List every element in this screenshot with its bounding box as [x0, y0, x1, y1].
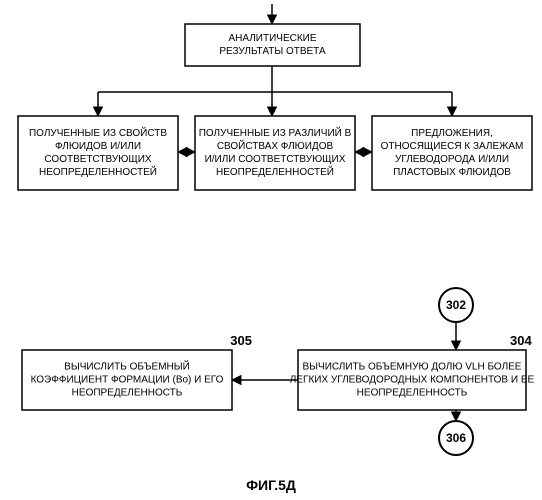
node-box_304-line-0: ВЫЧИСЛИТЬ ОБЪЕМНУЮ ДОЛЮ VLH БОЛЕЕ: [303, 362, 522, 373]
node-box_305-line-0: ВЫЧИСЛИТЬ ОБЪЕМНЫЙ: [64, 360, 190, 373]
flowchart: АНАЛИТИЧЕСКИЕ РЕЗУЛЬТАТЫ ОТВЕТА ПОЛУЧЕННЫЕ…: [0, 0, 542, 500]
node-right_branch-line-3: ПЛАСТОВЫХ ФЛЮИДОВ: [393, 167, 511, 178]
node-top: АНАЛИТИЧЕСКИЕ РЕЗУЛЬТАТЫ ОТВЕТА: [185, 24, 360, 66]
node-mid_branch-line-1: СВОЙСТВАХ ФЛЮИДОВ: [217, 139, 334, 152]
figure-caption: ФИГ.5Д: [246, 477, 296, 493]
node-circle_306: 306: [439, 421, 473, 455]
node-top-line-0: АНАЛИТИЧЕСКИЕ: [228, 33, 316, 44]
node-mid_branch-line-3: НЕОПРЕДЕЛЕННОСТЕЙ: [216, 165, 334, 178]
node-right_branch-line-2: УГЛЕВОДОРОДА И/ИЛИ: [395, 154, 509, 165]
node-right_branch-line-1: ОТНОСЯЩИЕСЯ К ЗАЛЕЖАМ: [381, 141, 524, 152]
node-left_branch-line-2: СООТВЕТСТВУЮЩИХ: [44, 154, 151, 165]
node-right_branch: ПРЕДЛОЖЕНИЯ, ОТНОСЯЩИЕСЯ К ЗАЛЕЖАМ УГЛЕВОД…: [372, 116, 532, 190]
node-mid_branch-line-2: И/ИЛИ СООТВЕТСТВУЮЩИХ: [205, 154, 346, 165]
node-left_branch: ПОЛУЧЕННЫЕ ИЗ СВОЙСТВ ФЛЮИДОВ И/ИЛИ СООТВЕ…: [18, 116, 178, 190]
node-left_branch-line-1: ФЛЮИДОВ И/ИЛИ: [55, 141, 141, 152]
node-circle_306-label: 306: [446, 431, 466, 445]
node-top-line-1: РЕЗУЛЬТАТЫ ОТВЕТА: [219, 46, 326, 57]
node-mid_branch-line-0: ПОЛУЧЕННЫЕ ИЗ РАЗЛИЧИЙ В: [199, 126, 352, 139]
node-box_305-line-2: НЕОПРЕДЕЛЕННОСТЬ: [72, 388, 183, 399]
node-left_branch-line-0: ПОЛУЧЕННЫЕ ИЗ СВОЙСТВ: [29, 126, 167, 139]
node-box_304-line-2: НЕОПРЕДЕЛЕННОСТЬ: [357, 388, 468, 399]
node-box_304: ВЫЧИСЛИТЬ ОБЪЕМНУЮ ДОЛЮ VLH БОЛЕЕ ЛЕГКИХ …: [290, 350, 535, 410]
node-right_branch-line-0: ПРЕДЛОЖЕНИЯ,: [411, 128, 493, 139]
node-left_branch-line-3: НЕОПРЕДЕЛЕННОСТЕЙ: [39, 165, 157, 178]
node-box_305: ВЫЧИСЛИТЬ ОБЪЕМНЫЙ КОЭФФИЦИЕНТ ФОРМАЦИИ (…: [22, 350, 232, 410]
label-305: 305: [230, 333, 252, 348]
nodes-layer: АНАЛИТИЧЕСКИЕ РЕЗУЛЬТАТЫ ОТВЕТА ПОЛУЧЕННЫЕ…: [18, 24, 535, 455]
node-mid_branch: ПОЛУЧЕННЫЕ ИЗ РАЗЛИЧИЙ ВСВОЙСТВАХ ФЛЮИДО…: [195, 116, 355, 190]
node-circle_302: 302: [439, 288, 473, 322]
node-box_305-line-1: КОЭФФИЦИЕНТ ФОРМАЦИИ (Bo) И ЕГО: [31, 375, 224, 386]
label-304: 304: [510, 333, 532, 348]
node-box_304-line-1: ЛЕГКИХ УГЛЕВОДОРОДНЫХ КОМПОНЕНТОВ И ЕЕ: [290, 375, 535, 386]
node-circle_302-label: 302: [446, 298, 466, 312]
